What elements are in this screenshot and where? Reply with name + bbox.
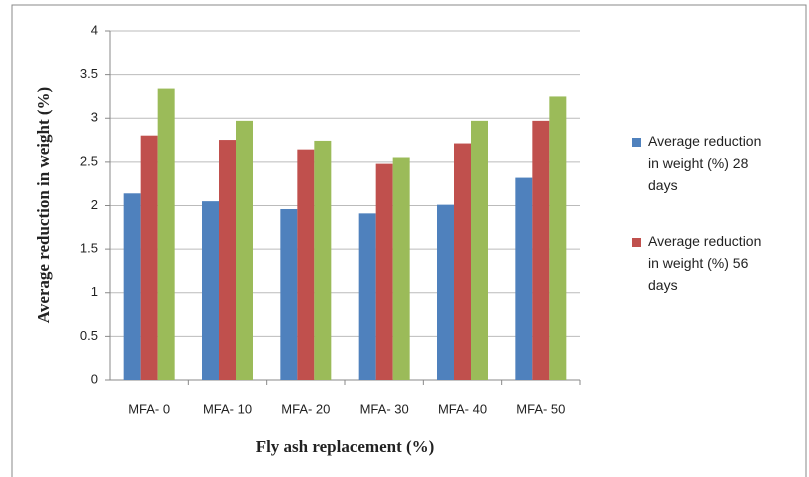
x-tick-label: MFA- 40 [438, 401, 487, 416]
legend-label: Average reduction in weight (%) 28 days [648, 133, 762, 193]
x-tick-label: MFA- 20 [281, 401, 330, 416]
bar [140, 135, 158, 380]
frame [11, 4, 807, 477]
x-tick-label: MFA- 50 [516, 401, 565, 416]
y-tick-label: 3.5 [80, 66, 98, 81]
bar [549, 96, 567, 380]
bar [471, 120, 488, 381]
y-tick-label: 4 [91, 22, 98, 37]
bar [123, 193, 141, 380]
y-tick-label: 1.5 [80, 241, 98, 256]
legend-swatch [632, 138, 641, 147]
bar [236, 120, 253, 381]
bar [280, 208, 298, 380]
bar [219, 140, 236, 380]
bar [532, 120, 550, 381]
bar [515, 177, 533, 380]
bar [358, 213, 376, 380]
legend-label: Average reduction in weight (%) 56 days [648, 233, 762, 293]
bar [454, 143, 471, 380]
legend-swatch [632, 238, 641, 247]
y-tick-label: 1 [91, 284, 98, 299]
y-tick-label: 2.5 [80, 153, 98, 168]
bar [314, 140, 332, 380]
x-tick-label: MFA- 30 [360, 401, 409, 416]
y-axis-title: Average reduction in weight (%) [34, 87, 53, 323]
y-tick-label: 0.5 [80, 328, 98, 343]
bar [392, 157, 410, 380]
y-tick-label: 3 [91, 110, 98, 125]
bar [157, 88, 175, 381]
x-tick-label: MFA- 10 [203, 401, 252, 416]
bar [375, 163, 393, 380]
y-tick-label: 0 [91, 371, 98, 386]
bar [297, 149, 315, 380]
x-axis-title: Fly ash replacement (%) [256, 437, 435, 456]
legend-entry: Average reduction in weight (%) 56 days [648, 233, 762, 293]
bar [437, 204, 454, 380]
y-tick-label: 2 [91, 197, 98, 212]
bar [202, 201, 219, 380]
x-tick-label: MFA- 0 [128, 401, 170, 416]
legend-entry: Average reduction in weight (%) 28 days [648, 133, 762, 193]
